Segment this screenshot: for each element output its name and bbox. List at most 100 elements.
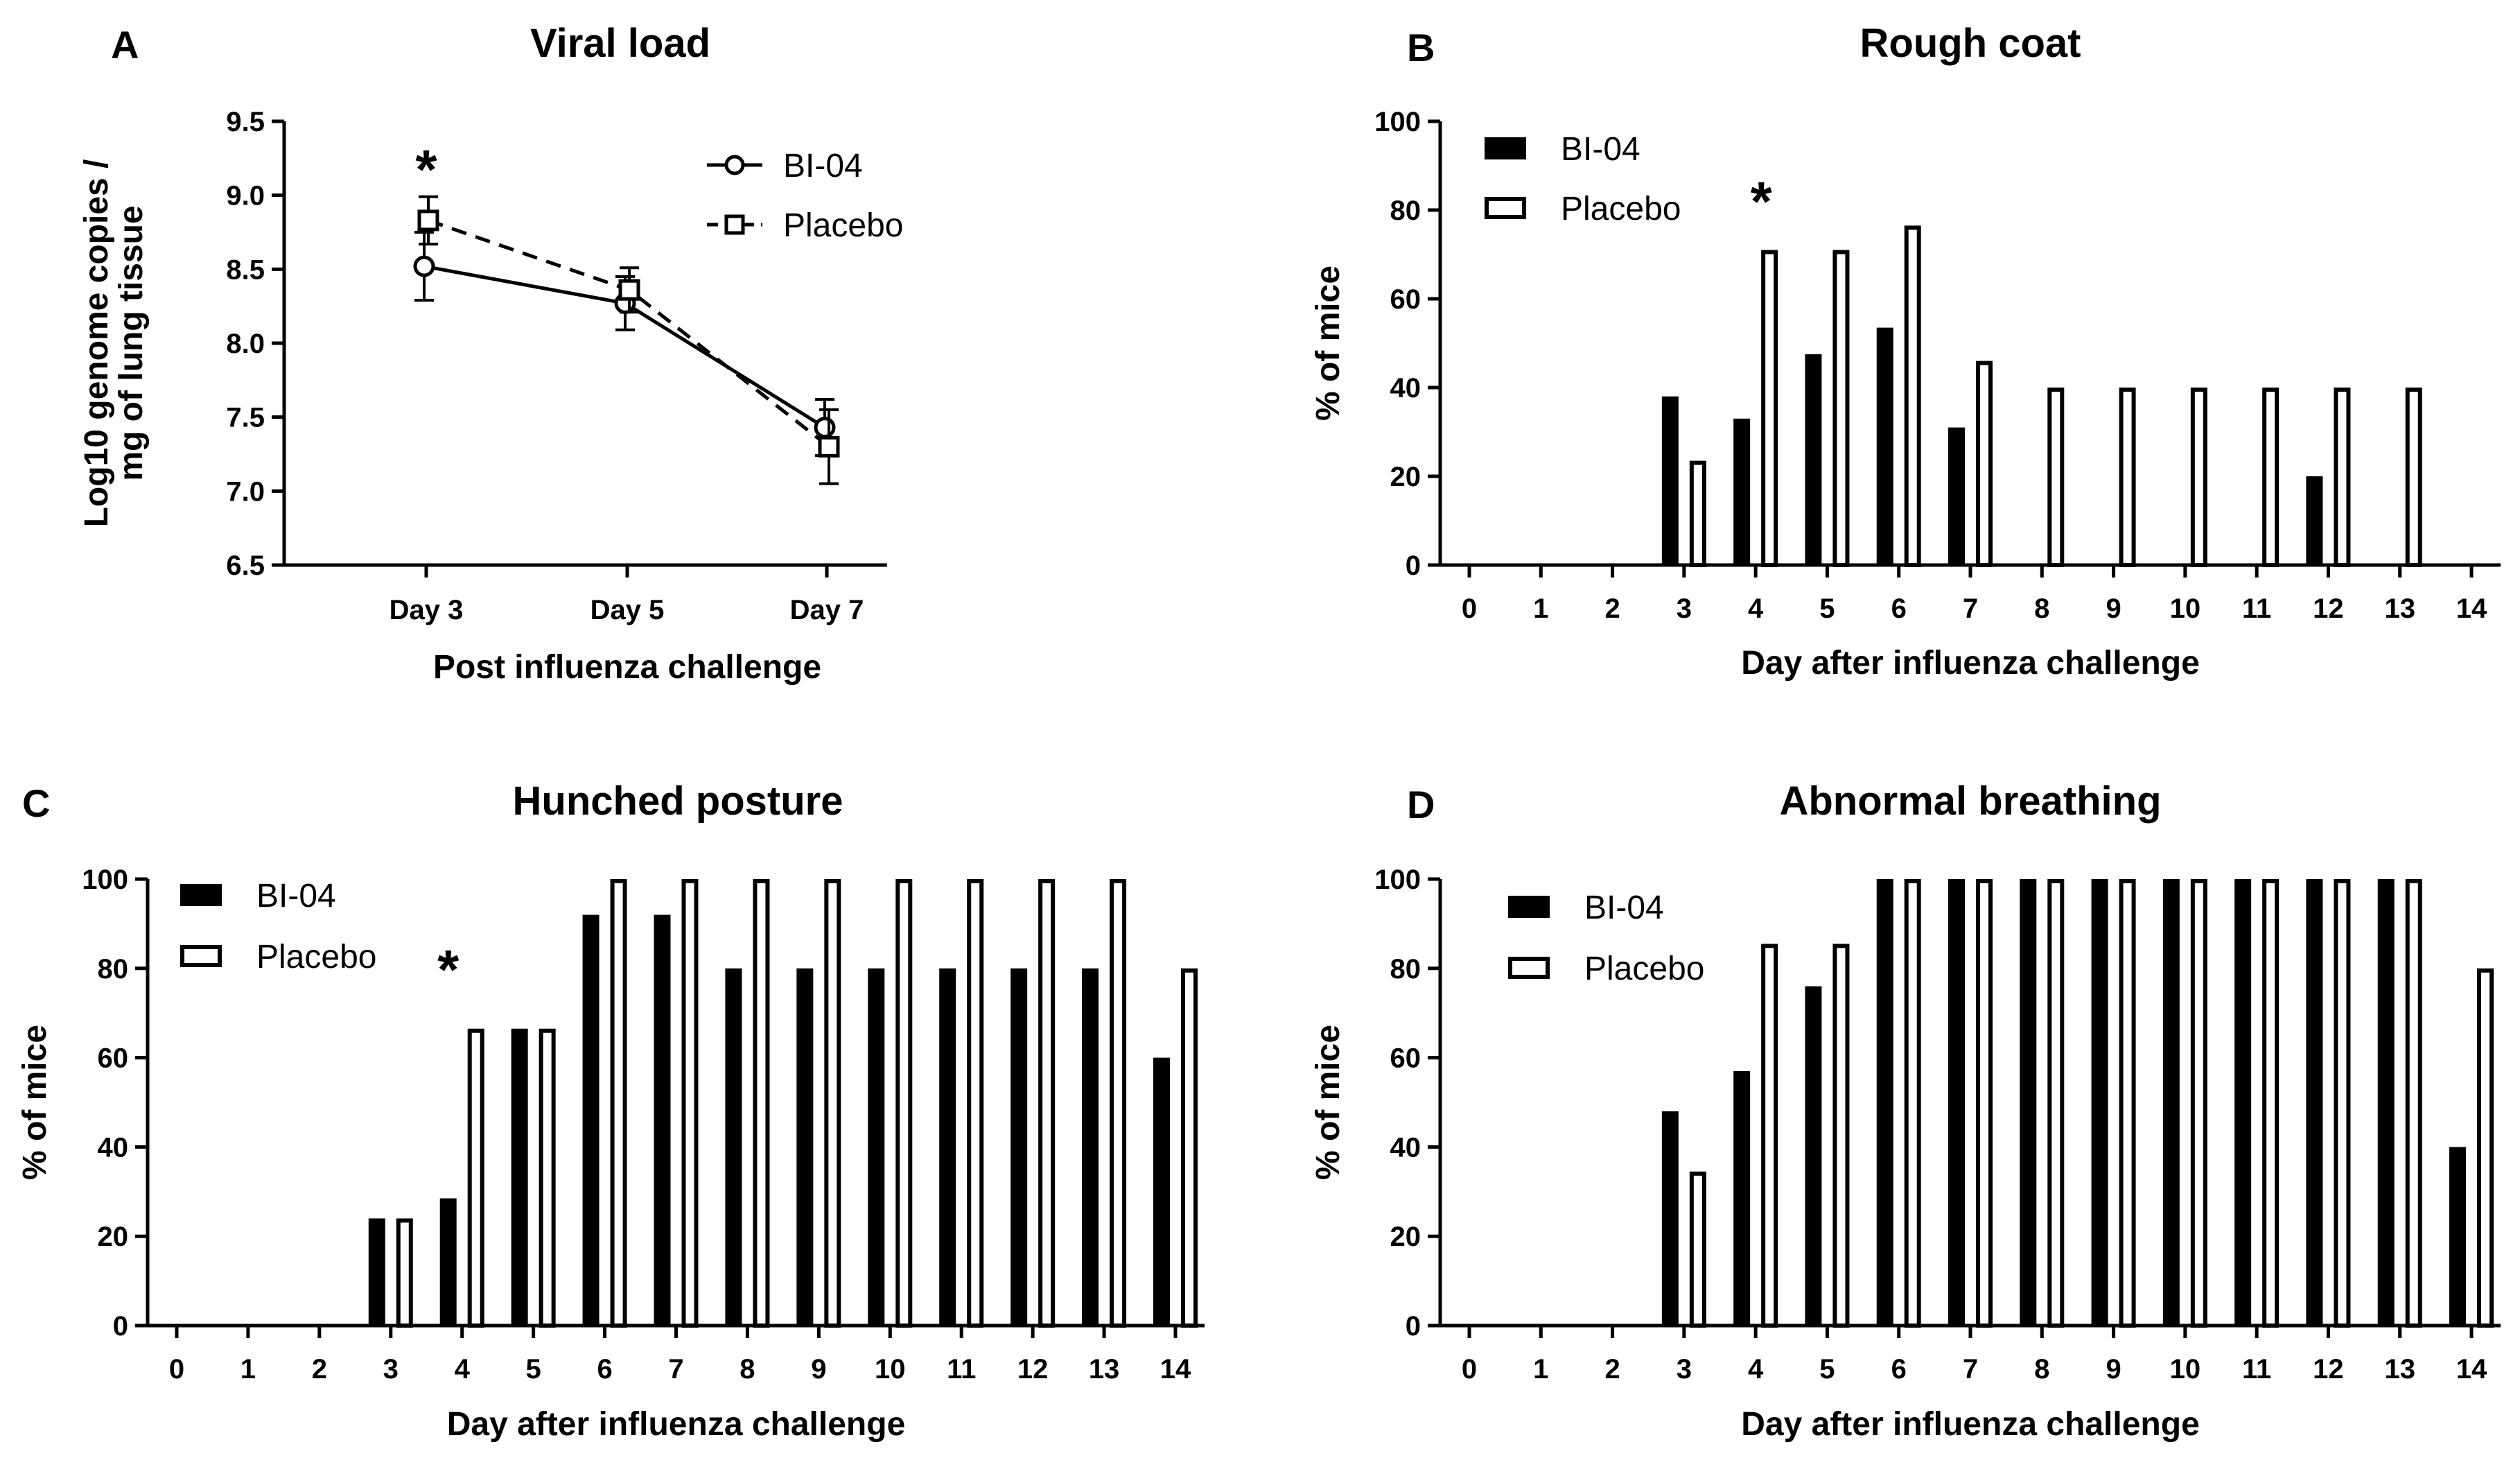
bar-bi04 xyxy=(796,968,814,1326)
x-tick-label: 5 xyxy=(1819,593,1835,624)
chart-title: Hunched posture xyxy=(513,779,843,824)
bar-placebo xyxy=(396,1218,413,1328)
x-tick-label: 0 xyxy=(1462,1354,1477,1385)
bar-placebo xyxy=(824,879,841,1328)
bar-bi04 xyxy=(1153,1057,1170,1326)
bar-placebo xyxy=(1038,879,1056,1328)
x-axis-label: Day after influenza challenge xyxy=(447,1406,906,1443)
x-tick-label: 2 xyxy=(1604,1354,1620,1385)
legend-label: Placebo xyxy=(1584,951,1704,987)
bar-bi04 xyxy=(2162,879,2180,1326)
bar-placebo xyxy=(467,1028,484,1328)
x-tick-label: 7 xyxy=(668,1354,683,1385)
y-tick-label: 0 xyxy=(113,1311,128,1342)
y-axis-label: Log10 genome copies / xyxy=(78,159,115,528)
bar-placebo xyxy=(1181,968,1198,1328)
bar-bi04 xyxy=(2449,1147,2466,1326)
x-tick-label: 9 xyxy=(2106,1354,2121,1385)
bar-bi04 xyxy=(1805,354,1822,565)
x-tick-label: Day 5 xyxy=(590,595,665,625)
y-tick-label: 0 xyxy=(1406,550,1421,581)
x-tick-label: 0 xyxy=(1462,593,1477,624)
legend-marker xyxy=(724,214,745,235)
legend-swatch-placebo xyxy=(180,945,222,967)
x-tick-label: 11 xyxy=(947,1354,976,1385)
y-tick-label: 60 xyxy=(98,1043,129,1074)
bar-bi04 xyxy=(2377,879,2395,1326)
x-tick-label: 13 xyxy=(2384,593,2415,624)
panel-letter: A xyxy=(111,23,139,67)
bar-placebo xyxy=(1976,361,1993,567)
y-axis-label: mg of lung tissue xyxy=(113,205,150,480)
y-tick-label: 8.5 xyxy=(226,254,265,285)
bar-placebo xyxy=(2119,388,2136,567)
x-tick-label: 13 xyxy=(1089,1354,1120,1385)
chart-title: Rough coat xyxy=(1860,21,2081,66)
x-tick-label: 8 xyxy=(2034,593,2049,624)
bar-bi04 xyxy=(368,1218,385,1326)
y-tick-label: 60 xyxy=(1390,1043,1421,1074)
data-point xyxy=(814,417,836,439)
legend-label: Placebo xyxy=(783,207,903,244)
bar-bi04 xyxy=(511,1028,528,1326)
legend-swatch-placebo xyxy=(1485,197,1526,219)
x-tick-label: 11 xyxy=(2242,1354,2271,1385)
x-tick-label: 14 xyxy=(2456,1354,2487,1385)
x-tick-label: 6 xyxy=(1891,593,1907,624)
x-tick-label: 5 xyxy=(1819,1354,1835,1385)
chart-title: Abnormal breathing xyxy=(1779,779,2161,824)
bar-placebo xyxy=(1689,1171,1706,1328)
x-tick-label: 7 xyxy=(1963,1354,1978,1385)
x-tick-label: 14 xyxy=(2456,593,2487,624)
y-tick-label: 7.5 xyxy=(226,403,265,433)
x-axis-label: Post influenza challenge xyxy=(433,649,821,686)
bar-placebo xyxy=(1689,460,1706,567)
panel-letter: B xyxy=(1407,26,1435,69)
bar-bi04 xyxy=(1733,1070,1751,1326)
bar-bi04 xyxy=(2091,879,2108,1326)
x-tick-label: 1 xyxy=(1533,593,1548,624)
x-tick-label: 4 xyxy=(1748,1354,1764,1385)
data-point xyxy=(417,209,439,232)
x-tick-label: 10 xyxy=(2170,593,2201,624)
y-axis-label: % of mice xyxy=(17,1025,53,1180)
legend-label: Placebo xyxy=(256,939,376,975)
bar-placebo xyxy=(2405,879,2422,1328)
bar-placebo xyxy=(1761,944,1778,1328)
y-tick-label: 20 xyxy=(1390,1222,1421,1252)
legend-swatch-bi04 xyxy=(1485,137,1526,159)
x-tick-label: 3 xyxy=(383,1354,399,1385)
bar-placebo xyxy=(1832,944,1850,1328)
x-tick-label: Day 3 xyxy=(390,595,464,625)
bar-placebo xyxy=(2477,968,2494,1328)
x-tick-label: 10 xyxy=(875,1354,906,1385)
bar-bi04 xyxy=(1010,968,1028,1326)
significance-marker: * xyxy=(1751,171,1773,232)
data-point xyxy=(618,279,640,301)
bar-bi04 xyxy=(1661,1111,1679,1326)
legend-label: BI-04 xyxy=(256,878,336,914)
x-tick-label: 1 xyxy=(1533,1354,1548,1385)
legend-label: BI-04 xyxy=(1584,889,1664,926)
x-axis-label: Day after influenza challenge xyxy=(1741,645,2200,682)
significance-marker: * xyxy=(415,139,437,200)
x-tick-label: 9 xyxy=(2106,593,2121,624)
legend-swatch-placebo xyxy=(1508,957,1550,979)
x-tick-label: 1 xyxy=(240,1354,256,1385)
bar-placebo xyxy=(610,879,627,1328)
bar-bi04 xyxy=(725,968,742,1326)
bar-placebo xyxy=(2047,388,2065,567)
panel-viral-load: A Viral load Post influenza challenge Log10… xyxy=(78,21,903,686)
x-axis-label: Day after influenza challenge xyxy=(1741,1406,2200,1443)
bar-placebo xyxy=(681,879,699,1328)
panel-letter: C xyxy=(22,781,50,825)
y-tick-label: 9.5 xyxy=(226,107,265,137)
x-tick-label: 7 xyxy=(1963,593,1978,624)
legend-label: Placebo xyxy=(1561,191,1681,227)
y-tick-label: 40 xyxy=(98,1132,129,1163)
data-point xyxy=(818,435,840,458)
bar-bi04 xyxy=(939,968,956,1326)
legend-label: BI-04 xyxy=(783,148,863,184)
